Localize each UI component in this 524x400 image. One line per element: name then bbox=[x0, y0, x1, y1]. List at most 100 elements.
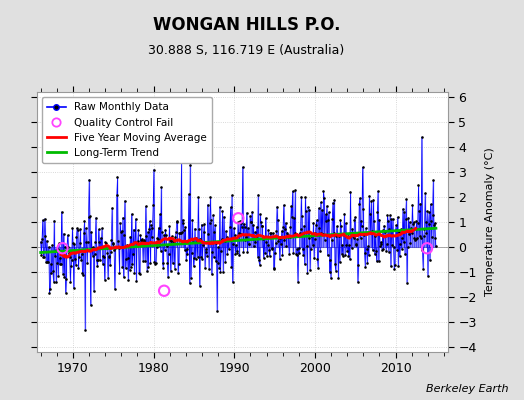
Point bbox=[421, 190, 429, 196]
Point bbox=[66, 254, 74, 260]
Point bbox=[423, 208, 431, 214]
Point bbox=[109, 239, 117, 246]
Point bbox=[114, 238, 122, 244]
Point bbox=[163, 260, 171, 266]
Point bbox=[226, 204, 235, 210]
Point bbox=[353, 236, 362, 242]
Point bbox=[53, 246, 62, 252]
Point bbox=[379, 246, 388, 252]
Point bbox=[288, 188, 297, 194]
Point bbox=[242, 234, 250, 241]
Point bbox=[344, 252, 353, 259]
Point bbox=[406, 219, 414, 225]
Point bbox=[180, 227, 188, 233]
Point bbox=[280, 202, 288, 208]
Point bbox=[156, 211, 164, 218]
Point bbox=[317, 230, 325, 236]
Point bbox=[369, 196, 377, 203]
Point bbox=[397, 226, 405, 232]
Point bbox=[94, 256, 102, 263]
Point bbox=[248, 236, 257, 242]
Y-axis label: Temperature Anomaly (°C): Temperature Anomaly (°C) bbox=[485, 148, 495, 296]
Point bbox=[346, 188, 355, 195]
Point bbox=[247, 219, 256, 226]
Point bbox=[140, 237, 149, 243]
Point bbox=[47, 270, 56, 276]
Point bbox=[192, 235, 200, 242]
Point bbox=[104, 275, 112, 282]
Point bbox=[404, 214, 412, 221]
Point bbox=[427, 201, 435, 208]
Point bbox=[247, 219, 255, 225]
Point bbox=[298, 213, 306, 220]
Point bbox=[200, 221, 209, 227]
Point bbox=[92, 257, 101, 263]
Point bbox=[81, 326, 89, 333]
Point bbox=[204, 230, 213, 237]
Point bbox=[39, 254, 48, 260]
Point bbox=[58, 245, 67, 252]
Point bbox=[356, 235, 365, 241]
Point bbox=[249, 222, 258, 228]
Point bbox=[148, 234, 156, 240]
Point bbox=[151, 260, 160, 266]
Point bbox=[157, 184, 166, 190]
Point bbox=[361, 264, 369, 270]
Point bbox=[292, 252, 301, 258]
Point bbox=[243, 249, 252, 256]
Point bbox=[196, 236, 204, 242]
Point bbox=[183, 251, 192, 257]
Point bbox=[231, 250, 239, 257]
Point bbox=[116, 220, 124, 226]
Point bbox=[385, 249, 393, 255]
Point bbox=[178, 228, 187, 235]
Point bbox=[342, 242, 351, 248]
Point bbox=[89, 252, 97, 259]
Point bbox=[387, 216, 396, 223]
Point bbox=[54, 240, 63, 247]
Point bbox=[376, 242, 384, 249]
Point bbox=[170, 265, 179, 272]
Point bbox=[84, 239, 92, 245]
Point bbox=[300, 261, 309, 268]
Point bbox=[328, 237, 336, 244]
Point bbox=[217, 236, 226, 242]
Point bbox=[431, 235, 440, 241]
Point bbox=[48, 242, 57, 248]
Point bbox=[419, 266, 427, 272]
Point bbox=[285, 232, 293, 238]
Point bbox=[128, 260, 136, 267]
Point bbox=[352, 242, 361, 248]
Point bbox=[62, 276, 71, 282]
Point bbox=[332, 232, 341, 239]
Point bbox=[234, 215, 243, 222]
Point bbox=[119, 274, 128, 280]
Point bbox=[214, 244, 223, 250]
Point bbox=[208, 271, 216, 278]
Point bbox=[312, 217, 321, 224]
Point bbox=[134, 227, 143, 233]
Point bbox=[297, 194, 305, 200]
Point bbox=[310, 255, 318, 262]
Point bbox=[364, 243, 372, 249]
Point bbox=[399, 206, 407, 212]
Point bbox=[170, 240, 178, 246]
Point bbox=[110, 246, 118, 253]
Point bbox=[391, 226, 400, 233]
Point bbox=[139, 258, 147, 264]
Point bbox=[281, 220, 290, 226]
Point bbox=[146, 218, 154, 224]
Point bbox=[52, 279, 60, 285]
Point bbox=[245, 241, 254, 248]
Point bbox=[389, 216, 397, 222]
Point bbox=[183, 245, 191, 252]
Point bbox=[307, 232, 315, 239]
Point bbox=[122, 256, 130, 262]
Point bbox=[293, 246, 301, 253]
Text: WONGAN HILLS P.O.: WONGAN HILLS P.O. bbox=[152, 16, 340, 34]
Point bbox=[351, 214, 359, 220]
Point bbox=[401, 216, 410, 222]
Point bbox=[333, 232, 342, 238]
Point bbox=[330, 230, 338, 236]
Point bbox=[416, 233, 424, 239]
